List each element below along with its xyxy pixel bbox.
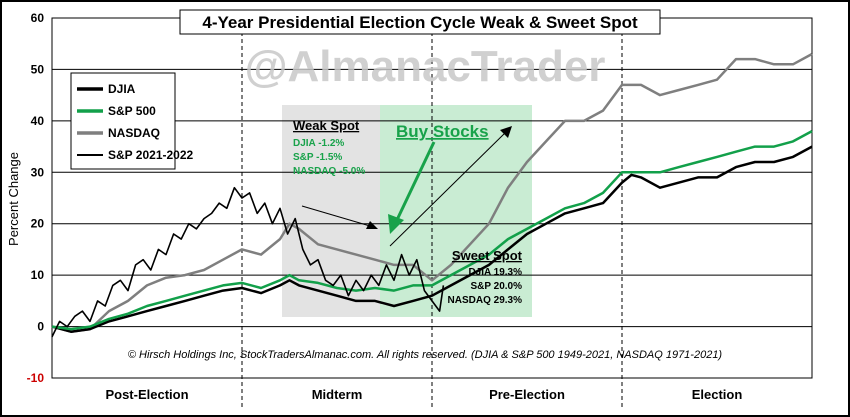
chart-title: 4-Year Presidential Election Cycle Weak …: [202, 13, 638, 32]
x-category-label: Pre-Election: [489, 387, 565, 402]
y-tick-label: 30: [31, 165, 45, 179]
buy-stocks-arrow: [394, 141, 436, 223]
x-axis: Post-Election Midterm Pre-Election Election: [105, 387, 742, 402]
legend-label: NASDAQ: [108, 126, 160, 140]
sweet-spot-nasdaq: NASDAQ 29.3%: [448, 295, 523, 306]
x-category-label: Midterm: [312, 387, 363, 402]
y-tick-label: 20: [31, 217, 45, 231]
y-tick-label: 10: [31, 268, 45, 282]
legend-label: S&P 500: [108, 104, 156, 118]
weak-spot-nasdaq: NASDAQ -5.0%: [293, 166, 365, 177]
rise-trend-arrowhead: [500, 126, 512, 138]
watermark: @AlmanacTrader: [245, 42, 606, 91]
series-line-djia: [51, 145, 813, 333]
rise-trend-arrow: [389, 131, 507, 247]
weak-spot-zone: [282, 105, 380, 317]
buy-stocks-label: Buy Stocks: [396, 122, 489, 141]
series-lines: [51, 52, 813, 338]
sweet-spot-title: Sweet Spot: [452, 248, 523, 263]
buy-stocks-arrowhead: [388, 214, 404, 234]
weak-spot-sp: S&P -1.5%: [293, 152, 342, 163]
y-tick-label: -10: [27, 371, 45, 385]
copyright-note: © Hirsch Holdings Inc, StockTradersAlman…: [128, 349, 723, 361]
y-tick-label: 50: [31, 62, 45, 76]
y-tick-label: 40: [31, 114, 45, 128]
weak-spot-djia: DJIA -1.2%: [293, 138, 344, 149]
grid: [52, 18, 812, 408]
y-tick-label: 60: [31, 11, 45, 25]
legend-label: S&P 2021-2022: [108, 148, 194, 162]
series-line-s-p-2021-2022: [51, 186, 445, 338]
legend-label: DJIA: [108, 82, 136, 96]
weak-trend-arrowhead: [366, 221, 378, 229]
weak-spot-title: Weak Spot: [293, 118, 360, 133]
legend: DJIA S&P 500 NASDAQ S&P 2021-2022: [70, 72, 194, 170]
x-category-label: Post-Election: [105, 387, 188, 402]
series-line-nasdaq: [51, 52, 813, 333]
sweet-spot-sp: S&P 20.0%: [470, 281, 522, 292]
y-axis: 60 50 40 30 20 10 0 -10: [27, 11, 45, 385]
y-tick-label: 0: [37, 320, 44, 334]
title-box: [179, 9, 661, 35]
sweet-spot-djia: DJIA 19.3%: [468, 267, 522, 278]
x-category-label: Election: [692, 387, 743, 402]
weak-trend-arrow: [301, 205, 371, 227]
y-axis-label: Percent Change: [6, 152, 21, 246]
